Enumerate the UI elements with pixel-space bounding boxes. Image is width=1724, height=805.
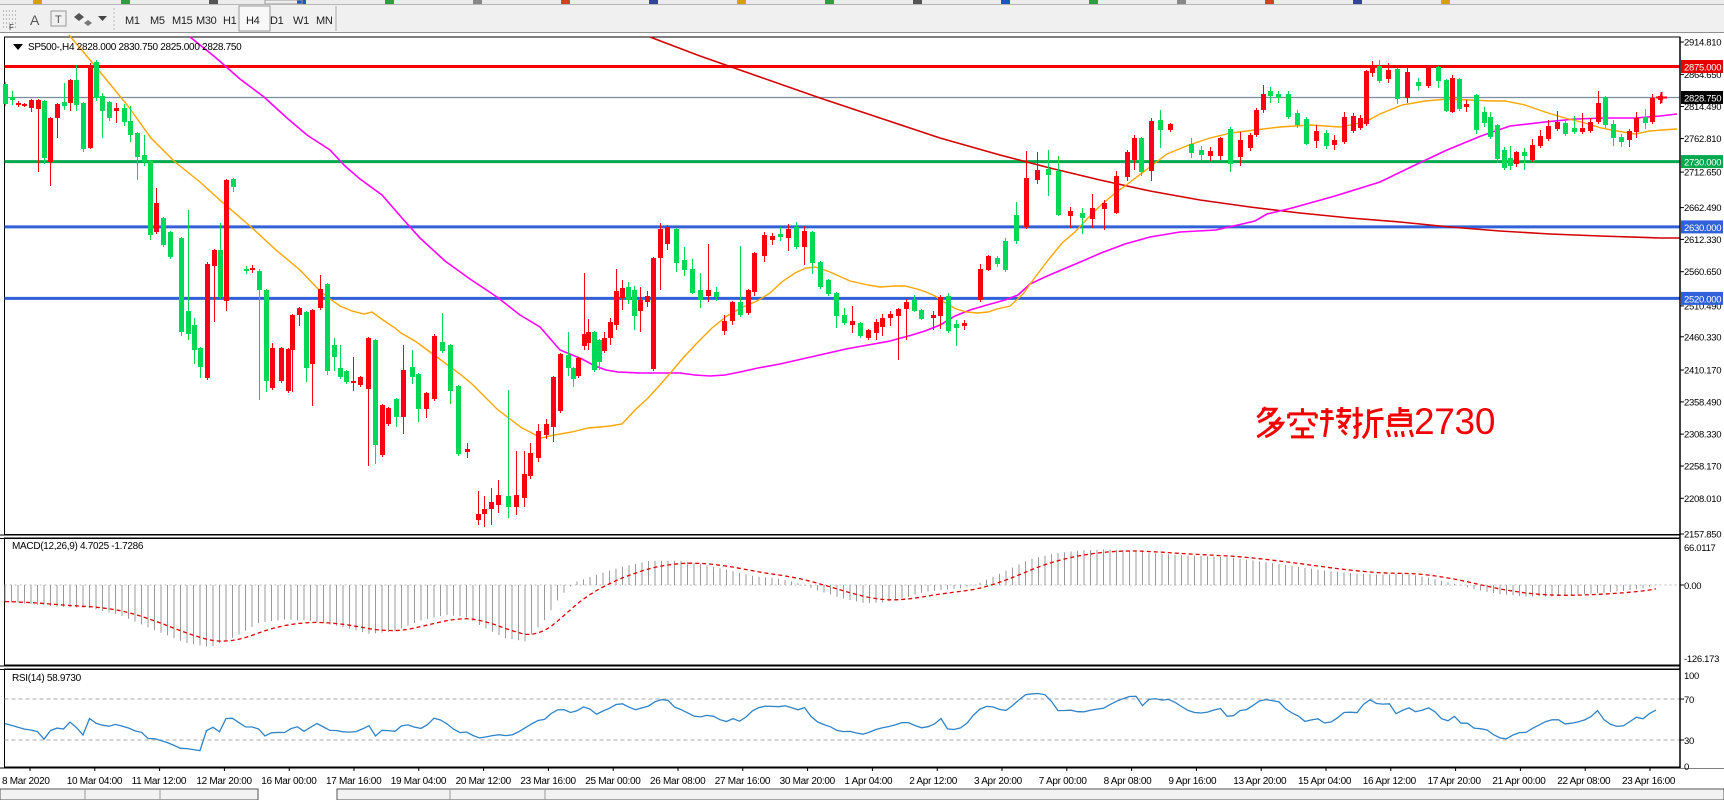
svg-text:16 Mar 00:00: 16 Mar 00:00 [261,776,317,787]
svg-text:21 Apr 00:00: 21 Apr 00:00 [1492,776,1546,787]
svg-text:D1: D1 [270,15,284,27]
svg-text:2258.170: 2258.170 [1684,462,1721,473]
svg-text:26 Mar 08:00: 26 Mar 08:00 [650,776,706,787]
svg-text:11 Mar 12:00: 11 Mar 12:00 [132,776,187,787]
svg-text:2 Apr 12:00: 2 Apr 12:00 [909,776,958,787]
svg-text:19 Mar 04:00: 19 Mar 04:00 [391,776,447,787]
svg-text:15 Apr 04:00: 15 Apr 04:00 [1298,776,1352,787]
svg-text:8 Mar 2020: 8 Mar 2020 [2,776,50,787]
svg-text:22 Apr 08:00: 22 Apr 08:00 [1557,776,1611,787]
svg-text:H1: H1 [223,15,237,27]
svg-text:17 Mar 16:00: 17 Mar 16:00 [326,776,382,787]
svg-text:-126.173: -126.173 [1684,654,1719,665]
svg-text:17 Apr 20:00: 17 Apr 20:00 [1428,776,1482,787]
svg-text:2630.000: 2630.000 [1684,223,1721,234]
svg-text:M15: M15 [172,15,193,27]
svg-text:2157.850: 2157.850 [1684,530,1721,541]
svg-text:MN: MN [316,15,333,27]
svg-text:2410.170: 2410.170 [1684,366,1721,377]
svg-text:2762.810: 2762.810 [1684,134,1721,145]
svg-text:2875.000: 2875.000 [1684,63,1721,74]
svg-text:100: 100 [1684,671,1699,682]
svg-text:A: A [30,12,40,28]
svg-text:2730: 2730 [1414,401,1495,442]
svg-text:66.0117: 66.0117 [1684,543,1716,554]
svg-text:MACD(12,26,9) 4.7025 -1.7286: MACD(12,26,9) 4.7025 -1.7286 [12,541,144,552]
svg-text:M5: M5 [150,15,165,27]
svg-text:2308.330: 2308.330 [1684,430,1721,441]
svg-text:2612.330: 2612.330 [1684,235,1721,246]
svg-text:30 Mar 20:00: 30 Mar 20:00 [780,776,836,787]
svg-text:27 Mar 16:00: 27 Mar 16:00 [715,776,771,787]
svg-text:M1: M1 [125,15,140,27]
svg-text:2662.490: 2662.490 [1684,203,1721,214]
svg-text:13 Apr 20:00: 13 Apr 20:00 [1233,776,1287,787]
svg-text:2712.650: 2712.650 [1684,168,1721,179]
svg-text:3 Apr 20:00: 3 Apr 20:00 [974,776,1023,787]
svg-text:0: 0 [1684,762,1689,773]
svg-text:2358.490: 2358.490 [1684,397,1721,408]
svg-text:M30: M30 [196,15,217,27]
svg-text:8 Apr 08:00: 8 Apr 08:00 [1104,776,1153,787]
svg-text:2730.000: 2730.000 [1684,158,1721,169]
svg-text:25 Mar 00:00: 25 Mar 00:00 [585,776,641,787]
svg-text:2208.010: 2208.010 [1684,494,1721,505]
svg-text:16 Apr 12:00: 16 Apr 12:00 [1363,776,1417,787]
svg-text:2914.810: 2914.810 [1684,38,1721,49]
svg-text:2828.750: 2828.750 [1684,94,1721,105]
svg-text:23 Apr 16:00: 23 Apr 16:00 [1622,776,1676,787]
svg-text:10 Mar 04:00: 10 Mar 04:00 [67,776,123,787]
svg-text:T: T [55,14,62,26]
svg-text:W1: W1 [293,15,309,27]
svg-text:20 Mar 12:00: 20 Mar 12:00 [456,776,512,787]
svg-text:7 Apr 00:00: 7 Apr 00:00 [1039,776,1088,787]
svg-text:2460.330: 2460.330 [1684,332,1721,343]
svg-text:1 Apr 04:00: 1 Apr 04:00 [844,776,893,787]
svg-text:SP500-,H4 2828.000 2830.750 2: SP500-,H4 2828.000 2830.750 2825.000 282… [28,42,242,53]
svg-text:30: 30 [1684,736,1694,747]
svg-text:0.00: 0.00 [1684,581,1701,592]
svg-text:70: 70 [1684,695,1694,706]
svg-text:2560.650: 2560.650 [1684,267,1721,278]
svg-text:23 Mar 16:00: 23 Mar 16:00 [520,776,576,787]
svg-text:2520.000: 2520.000 [1684,294,1721,305]
svg-text:H4: H4 [246,15,260,27]
svg-text:12 Mar 20:00: 12 Mar 20:00 [196,776,252,787]
svg-text:F: F [9,23,14,32]
svg-text:9 Apr 16:00: 9 Apr 16:00 [1168,776,1217,787]
svg-text:RSI(14) 58.9730: RSI(14) 58.9730 [12,673,82,684]
